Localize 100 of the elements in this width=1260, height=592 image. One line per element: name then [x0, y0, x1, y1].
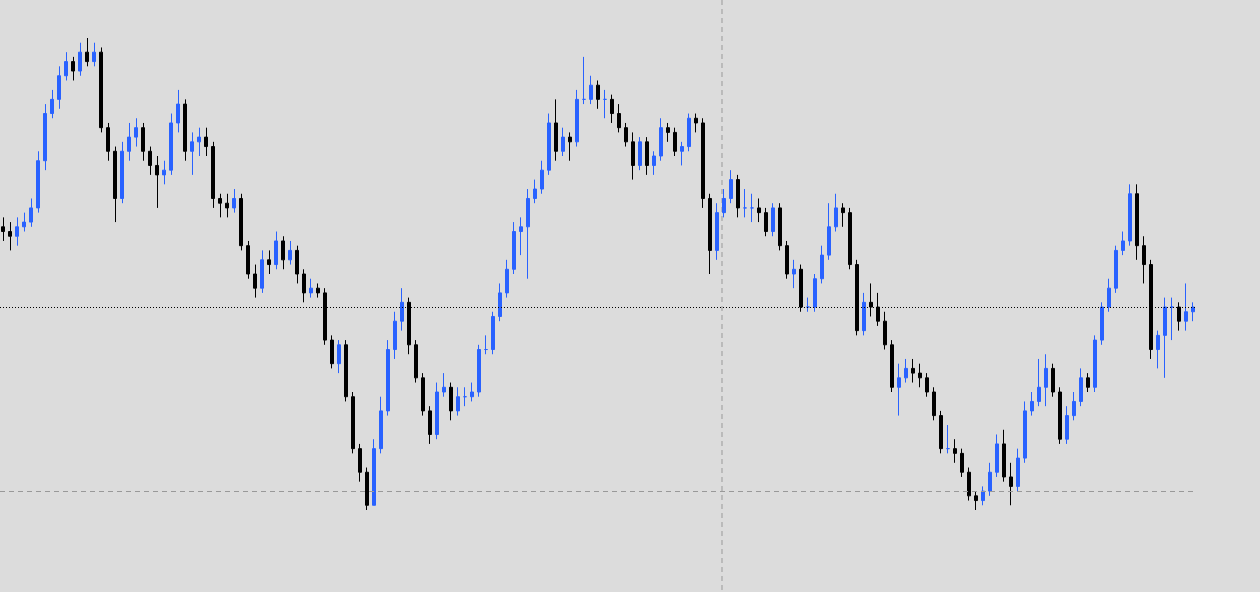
- candlestick: [827, 202, 831, 261]
- candlestick: [526, 188, 530, 280]
- candlestick: [771, 202, 775, 237]
- candlestick: [162, 160, 166, 185]
- candlestick: [582, 56, 586, 105]
- candlestick: [344, 339, 348, 402]
- candlestick: [743, 188, 747, 218]
- candlestick: [204, 127, 208, 157]
- candlestick: [498, 282, 502, 322]
- candlestick: [974, 490, 978, 511]
- candlestick: [1009, 462, 1013, 506]
- candlestick: [505, 259, 509, 299]
- candlestick: [393, 311, 397, 360]
- candlestick: [1100, 301, 1104, 346]
- candlestick: [463, 386, 467, 407]
- candlestick: [190, 131, 194, 176]
- candlestick: [596, 79, 600, 110]
- candlestick: [218, 193, 222, 218]
- candlestick: [120, 141, 124, 204]
- candlestick: [1170, 297, 1174, 341]
- candlestick: [99, 46, 103, 133]
- candlestick: [652, 150, 656, 176]
- candlestick: [617, 103, 621, 133]
- candlestick: [659, 117, 663, 162]
- candlestick: [785, 240, 789, 280]
- candlestick: [1072, 391, 1076, 421]
- candlestick: [680, 141, 684, 166]
- candlestick: [1086, 372, 1090, 393]
- candlestick: [155, 155, 159, 209]
- candlestick: [687, 113, 691, 152]
- candlestick: [918, 363, 922, 388]
- candlestick: [267, 249, 271, 275]
- candlestick: [610, 94, 614, 124]
- candlestick: [750, 193, 754, 223]
- candlestick: [694, 113, 698, 133]
- candlestick: [1023, 400, 1027, 464]
- candlestick: [85, 37, 89, 67]
- candlestick: [638, 136, 642, 171]
- candlestick: [848, 207, 852, 270]
- candlestick: [316, 282, 320, 299]
- candlestick: [281, 235, 285, 270]
- candlestick: [1156, 330, 1160, 369]
- candlestick: [1135, 183, 1139, 261]
- candlestick: [561, 127, 565, 157]
- candlestick: [701, 117, 705, 209]
- candlestick: [470, 382, 474, 402]
- candlestick: [988, 462, 992, 497]
- candlestick: [239, 193, 243, 251]
- candlestick: [22, 212, 26, 233]
- candlestick: [890, 339, 894, 393]
- candlestick: [414, 339, 418, 384]
- candlestick: [806, 297, 810, 313]
- candlestick: [666, 122, 670, 143]
- candlestick: [477, 344, 481, 398]
- candlestick: [1016, 448, 1020, 492]
- candlestick: [1163, 297, 1167, 379]
- candlestick: [260, 249, 264, 294]
- candlestick: [71, 56, 75, 81]
- candlestick: [78, 42, 82, 77]
- candlestick: [400, 287, 404, 332]
- candlestick: [113, 146, 117, 223]
- candlestick: [8, 221, 12, 251]
- candlestick: [911, 358, 915, 384]
- candlestick: [1107, 278, 1111, 313]
- candlestick: [428, 405, 432, 445]
- candlestick: [631, 131, 635, 181]
- candlestick: [295, 245, 299, 284]
- candlestick: [792, 259, 796, 289]
- candlestick: [365, 467, 369, 511]
- candlestick: [442, 372, 446, 398]
- candlestick: [589, 75, 593, 105]
- candlestick: [722, 188, 726, 218]
- candlestick: [932, 386, 936, 421]
- candlestick: [568, 131, 572, 162]
- candlestick: [897, 363, 901, 417]
- candlestick: [533, 179, 537, 204]
- candlestick: [106, 122, 110, 162]
- candlestick: [1191, 301, 1195, 322]
- candlestick: [302, 268, 306, 303]
- candlestick: [708, 193, 712, 275]
- candlestick: [1058, 386, 1062, 445]
- candlestick: [981, 485, 985, 506]
- candlestick: [15, 216, 19, 247]
- candlestick: [813, 273, 817, 313]
- candlestick: [967, 467, 971, 502]
- candlestick: [449, 382, 453, 421]
- candlestick: [211, 141, 215, 209]
- candlestick: [92, 42, 96, 67]
- candlestick: [288, 240, 292, 266]
- candlestick: [1065, 405, 1069, 445]
- candlestick: [176, 89, 180, 133]
- candlestick: [491, 311, 495, 355]
- candlestick: [547, 113, 551, 176]
- candlestick: [127, 122, 131, 162]
- candlestick: [1044, 353, 1048, 407]
- candlestick: [540, 160, 544, 195]
- candlestick: [456, 386, 460, 417]
- candlestick: [764, 207, 768, 237]
- candlestick: [225, 193, 229, 218]
- candlestick: [729, 169, 733, 204]
